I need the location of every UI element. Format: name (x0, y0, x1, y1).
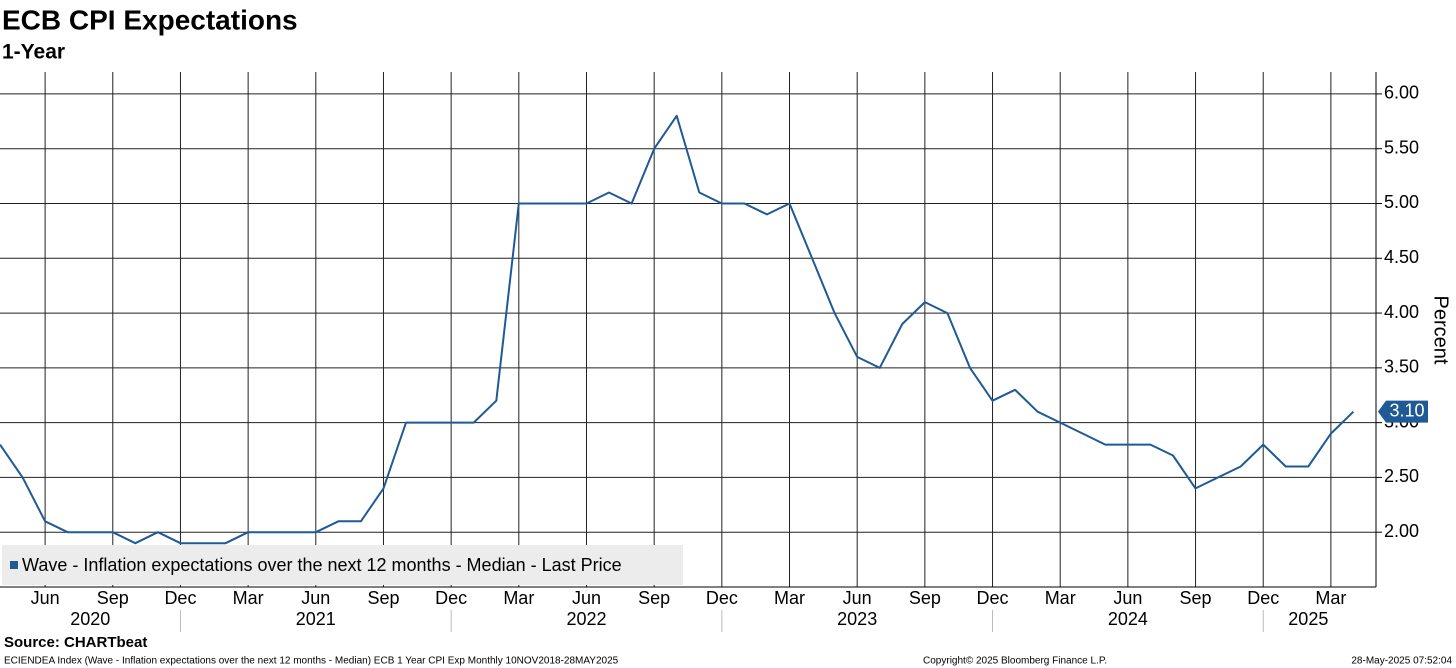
x-tick-label: Sep (367, 588, 399, 608)
x-tick-label: Jun (1113, 588, 1142, 608)
x-year-label: 2022 (566, 609, 606, 629)
x-tick-label: Mar (1045, 588, 1076, 608)
y-tick-label: 2.50 (1384, 466, 1419, 486)
x-tick-label: Jun (31, 588, 60, 608)
footer-center: Copyright© 2025 Bloomberg Finance L.P. (923, 656, 1107, 667)
x-tick-label: Sep (909, 588, 941, 608)
y-axis-label: Percent (1430, 296, 1452, 365)
x-year-label: 2025 (1288, 609, 1328, 629)
x-year-label: 2024 (1108, 609, 1148, 629)
x-tick-label: Mar (774, 588, 805, 608)
last-value-label: 3.10 (1389, 400, 1424, 420)
x-tick-label: Sep (97, 588, 129, 608)
y-tick-label: 5.00 (1384, 192, 1419, 212)
y-tick-label: 5.50 (1384, 137, 1419, 157)
chart-subtitle: 1-Year (2, 41, 65, 64)
y-tick-label: 2.00 (1384, 521, 1419, 541)
x-tick-label: Dec (1247, 588, 1279, 608)
x-tick-label: Mar (503, 588, 534, 608)
legend-marker (10, 561, 18, 569)
x-year-label: 2020 (70, 609, 110, 629)
x-tick-label: Jun (572, 588, 601, 608)
x-year-label: 2023 (837, 609, 877, 629)
x-tick-label: Dec (164, 588, 196, 608)
x-tick-label: Mar (1315, 588, 1346, 608)
y-tick-label: 3.50 (1384, 357, 1419, 377)
x-tick-label: Jun (843, 588, 872, 608)
source: Source: CHARTbeat (4, 634, 147, 651)
legend-label: Wave - Inflation expectations over the n… (22, 555, 622, 575)
data-line (0, 114, 1355, 545)
y-tick-label: 6.00 (1384, 83, 1419, 103)
y-tick-label: 4.00 (1384, 302, 1419, 322)
x-year-label: 2021 (296, 609, 336, 629)
footer-right: 28-May-2025 07:52:04 (1351, 656, 1452, 667)
chart-title: ECB CPI Expectations (2, 4, 298, 35)
legend-box (2, 545, 683, 585)
x-tick-label: Sep (1180, 588, 1212, 608)
x-tick-label: Mar (233, 588, 264, 608)
y-tick-label: 4.50 (1384, 247, 1419, 267)
x-tick-label: Sep (638, 588, 670, 608)
x-tick-label: Dec (977, 588, 1009, 608)
x-tick-label: Dec (435, 588, 467, 608)
footer-left: ECIENDEA Index (Wave - Inflation expecta… (4, 656, 619, 667)
last-value-box (1378, 400, 1428, 423)
x-tick-label: Dec (706, 588, 738, 608)
x-tick-label: Jun (301, 588, 330, 608)
